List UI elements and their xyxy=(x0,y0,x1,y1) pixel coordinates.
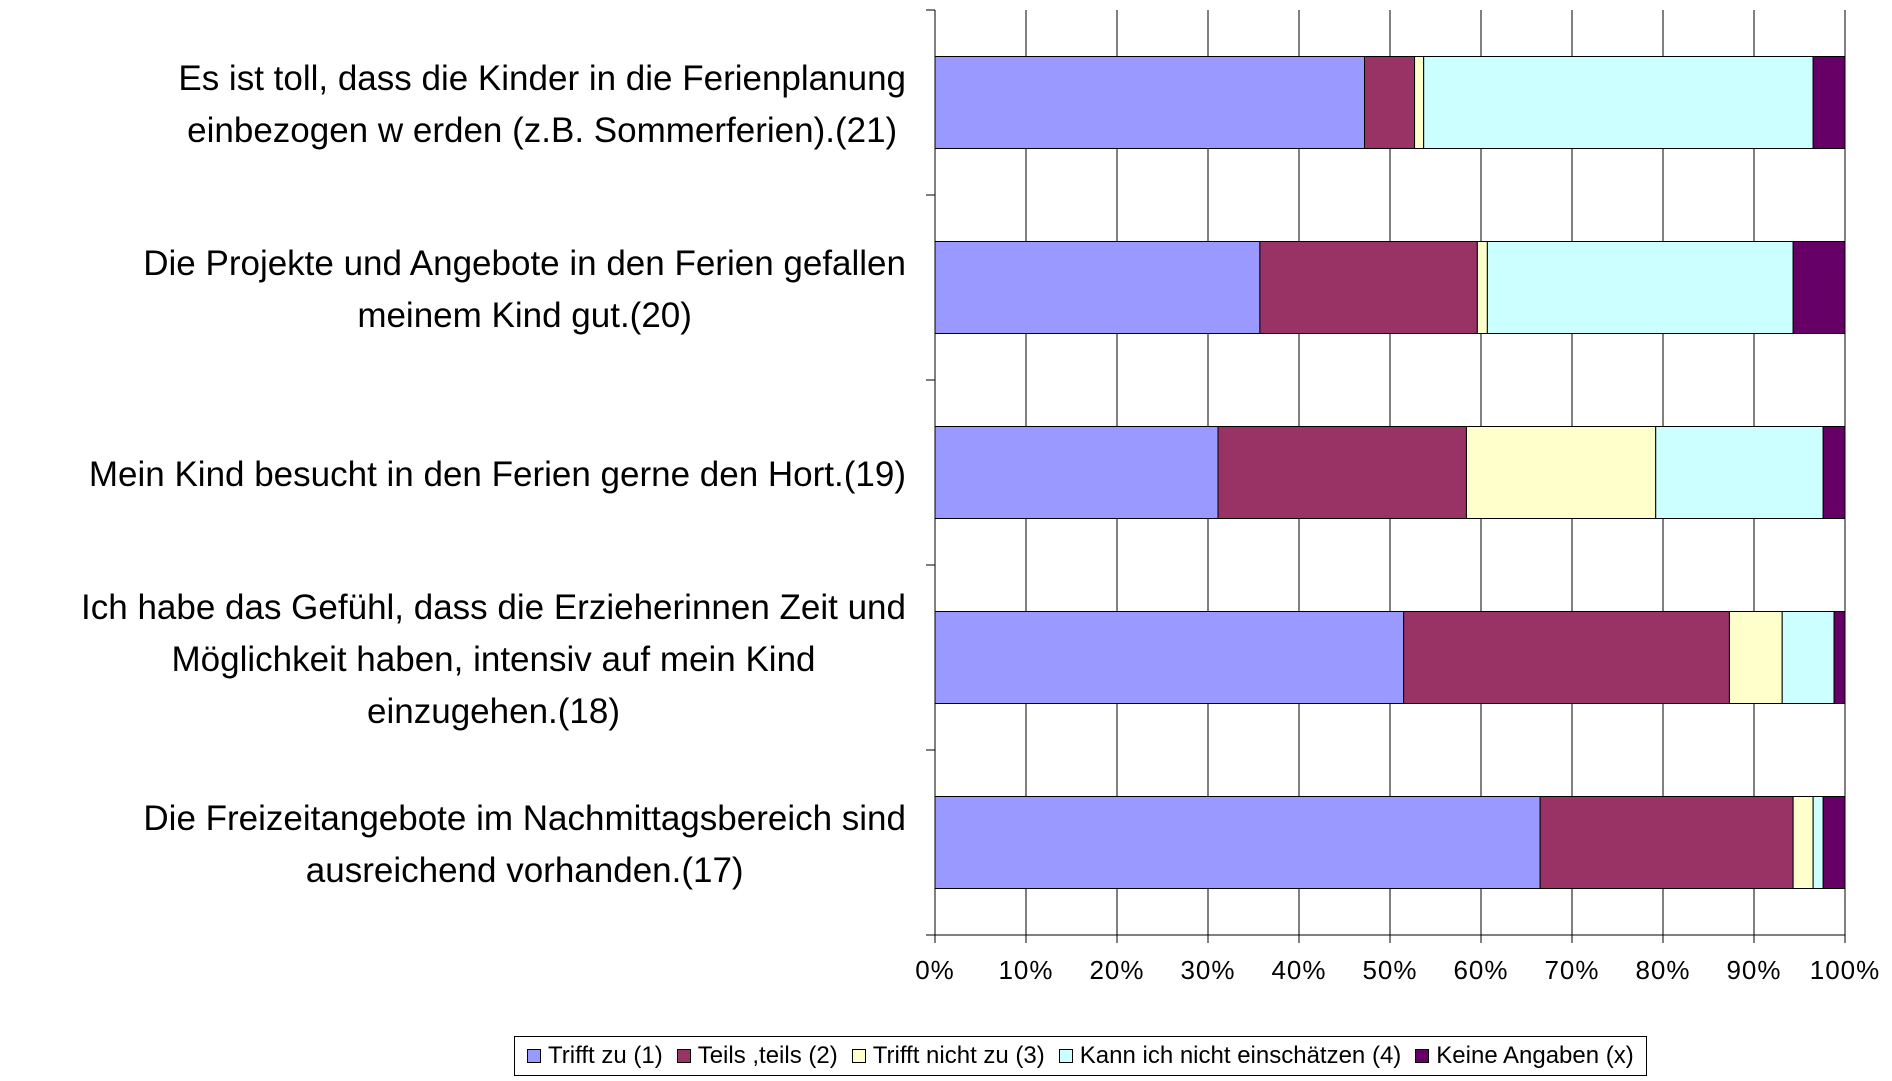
legend: Trifft zu (1) Teils ,teils (2) Trifft nich… xyxy=(514,1036,1647,1076)
x-tick-label: 60% xyxy=(1453,955,1508,985)
x-tick-label: 80% xyxy=(1635,955,1690,985)
bar-segment xyxy=(1812,796,1824,889)
bar-segment xyxy=(1822,426,1846,519)
bar-segment xyxy=(1403,611,1730,704)
category-label: Mein Kind besucht in den Ferien gerne de… xyxy=(88,454,906,494)
bar-segment xyxy=(1414,56,1425,149)
bar-segment xyxy=(1259,241,1478,334)
bar-segment xyxy=(1655,426,1824,519)
category-label: Die Freizeitangebote im Nachmittagsberei… xyxy=(143,798,906,890)
x-tick-label: 90% xyxy=(1726,955,1781,985)
bar-segment xyxy=(1812,56,1846,149)
bar-segment xyxy=(1476,241,1488,334)
category-label: Es ist toll, dass die Kinder in die Feri… xyxy=(178,58,906,150)
legend-item: Kann ich nicht einschätzen (4) xyxy=(1058,1042,1402,1070)
legend-label: Trifft nicht zu (3) xyxy=(872,1042,1045,1069)
legend-label: Teils ,teils (2) xyxy=(697,1042,838,1069)
legend-swatch xyxy=(527,1049,541,1063)
bar-segment xyxy=(1364,56,1416,149)
legend-label: Keine Angaben (x) xyxy=(1436,1042,1634,1069)
bar-segment xyxy=(1822,796,1846,889)
category-label: Die Projekte und Angebote in den Ferien … xyxy=(143,243,906,335)
bar-segment xyxy=(1833,611,1846,704)
legend-item: Trifft zu (1) xyxy=(527,1042,663,1070)
bar-segment xyxy=(1217,426,1467,519)
bar-segment xyxy=(1792,241,1846,334)
bar-segment xyxy=(1486,241,1794,334)
bar-segment xyxy=(934,611,1405,704)
legend-swatch xyxy=(851,1049,866,1063)
x-tick-label: 40% xyxy=(1271,955,1326,985)
bar-segment xyxy=(934,56,1366,149)
x-tick-label: 100% xyxy=(1810,955,1881,985)
legend-swatch xyxy=(1058,1049,1073,1063)
bar-segment xyxy=(934,241,1261,334)
bar-segment xyxy=(1781,611,1835,704)
bar-segment xyxy=(1792,796,1814,889)
legend-swatch xyxy=(1415,1049,1430,1063)
legend-swatch xyxy=(676,1049,691,1063)
legend-item: Teils ,teils (2) xyxy=(676,1042,838,1070)
legend-item: Keine Angaben (x) xyxy=(1415,1042,1634,1070)
bar-segment xyxy=(1728,611,1783,704)
x-tick-label: 10% xyxy=(998,955,1053,985)
legend-label: Kann ich nicht einschätzen (4) xyxy=(1079,1042,1402,1069)
x-tick-label: 20% xyxy=(1089,955,1144,985)
legend-label: Trifft zu (1) xyxy=(548,1042,663,1069)
bar-segment xyxy=(934,426,1219,519)
x-tick-label: 50% xyxy=(1362,955,1417,985)
bar-segment xyxy=(1423,56,1814,149)
x-tick-label: 30% xyxy=(1180,955,1235,985)
bar-segment xyxy=(1539,796,1794,889)
bar-segment xyxy=(1465,426,1657,519)
category-label: Ich habe das Gefühl, dass die Erzieherin… xyxy=(81,587,906,731)
legend-item: Trifft nicht zu (3) xyxy=(851,1042,1045,1070)
x-tick-label: 70% xyxy=(1544,955,1599,985)
x-tick-label: 0% xyxy=(915,955,955,985)
bar-segment xyxy=(934,796,1541,889)
